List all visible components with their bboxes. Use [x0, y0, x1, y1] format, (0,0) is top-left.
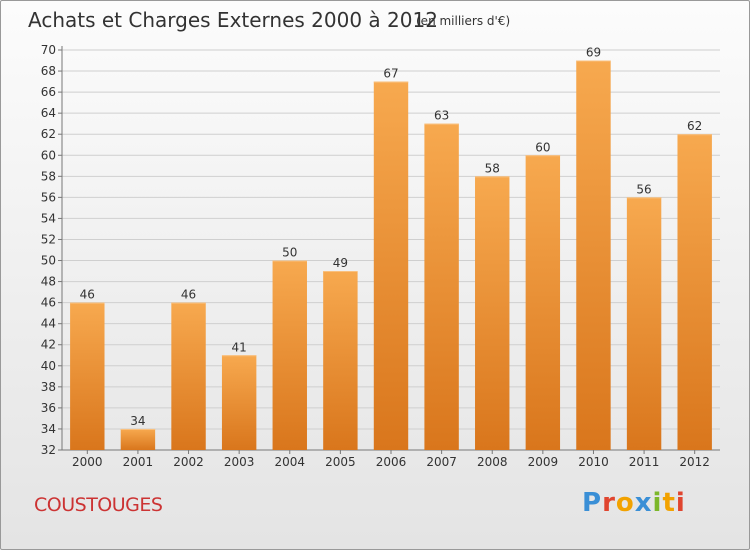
bar-2005 — [323, 271, 358, 450]
bar-2000 — [70, 302, 105, 450]
data-label-2000: 46 — [80, 288, 95, 302]
bar-2003 — [221, 355, 257, 450]
data-label-2008: 58 — [485, 161, 500, 175]
x-tick-label-2004: 2004 — [274, 455, 305, 469]
bar-2008 — [475, 176, 510, 450]
bar-2009 — [525, 155, 561, 450]
bar-2007 — [424, 123, 459, 451]
commune-name: COUSTOUGES — [34, 494, 163, 516]
proxiti-logo[interactable]: Proxiti — [582, 488, 686, 518]
bar-2012 — [677, 134, 712, 451]
chart-subtitle: (en milliers d'€) — [416, 14, 511, 28]
x-tick-label-2005: 2005 — [325, 455, 356, 469]
x-tick-label-2003: 2003 — [224, 455, 255, 469]
logo-letter: r — [602, 488, 616, 518]
y-tick-label: 56 — [41, 190, 56, 204]
x-tick-label-2002: 2002 — [173, 455, 204, 469]
y-tick-label: 54 — [41, 211, 56, 225]
data-label-2010: 69 — [586, 46, 601, 60]
logo-letter: x — [634, 488, 653, 518]
x-tick-label-2012: 2012 — [679, 455, 710, 469]
bar-2006 — [373, 81, 409, 450]
data-label-2006: 67 — [383, 67, 398, 81]
data-label-2001: 34 — [130, 414, 145, 428]
x-tick-label-2006: 2006 — [376, 455, 407, 469]
logo-letter: i — [652, 488, 663, 518]
data-label-2007: 63 — [434, 109, 449, 123]
x-tick-label-2001: 2001 — [123, 455, 154, 469]
logo-letter: o — [615, 488, 635, 518]
data-label-2003: 41 — [232, 340, 247, 354]
y-tick-label: 66 — [41, 85, 56, 99]
y-tick-label: 48 — [41, 275, 56, 289]
y-tick-label: 38 — [41, 380, 56, 394]
x-tick-label-2010: 2010 — [578, 455, 609, 469]
y-tick-label: 42 — [41, 338, 56, 352]
data-label-2012: 62 — [687, 119, 702, 133]
data-label-2011: 56 — [636, 182, 651, 196]
y-tick-label: 40 — [41, 359, 56, 373]
bar-2011 — [626, 197, 662, 450]
bars — [70, 60, 712, 451]
x-tick-label-2011: 2011 — [629, 455, 660, 469]
y-tick-label: 34 — [41, 422, 56, 436]
y-tick-label: 36 — [41, 401, 56, 415]
logo-letter: i — [675, 488, 686, 518]
chart-title: Achats et Charges Externes 2000 à 2012 — [28, 8, 438, 32]
bar-2002 — [171, 302, 206, 450]
y-tick-label: 62 — [41, 127, 56, 141]
y-tick-label: 70 — [41, 43, 56, 57]
y-tick-label: 58 — [41, 169, 56, 183]
y-tick-label: 60 — [41, 148, 56, 162]
x-tick-label-2007: 2007 — [426, 455, 457, 469]
x-tick-label-2000: 2000 — [72, 455, 103, 469]
data-labels: 46 34 46 41 50 49 67 63 58 60 69 56 62 — [80, 46, 703, 428]
y-tick-label: 52 — [41, 232, 56, 246]
x-tick-label-2009: 2009 — [528, 455, 559, 469]
bar-2004 — [272, 260, 307, 450]
y-tick-label: 68 — [41, 64, 56, 78]
y-tick-label: 46 — [41, 296, 56, 310]
data-label-2005: 49 — [333, 256, 348, 270]
y-tick-label: 32 — [41, 443, 56, 457]
logo-letter: t — [662, 488, 676, 518]
data-label-2002: 46 — [181, 288, 196, 302]
bar-2010 — [576, 60, 611, 451]
logo-letter: P — [582, 488, 603, 518]
data-label-2009: 60 — [535, 140, 550, 154]
data-label-2004: 50 — [282, 246, 297, 260]
y-tick-label: 44 — [41, 317, 56, 331]
y-tick-label: 64 — [41, 106, 56, 120]
y-tick-label: 50 — [41, 254, 56, 268]
x-tick-label-2008: 2008 — [477, 455, 508, 469]
bar-2001 — [120, 428, 156, 450]
